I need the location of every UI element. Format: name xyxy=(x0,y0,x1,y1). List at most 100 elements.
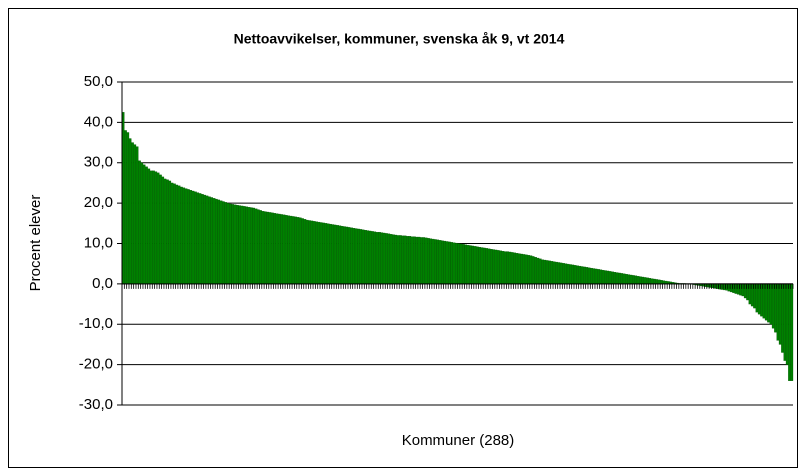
bar xyxy=(769,283,773,325)
bar xyxy=(648,278,652,285)
bar xyxy=(277,213,281,285)
bar xyxy=(378,232,381,285)
bar xyxy=(326,223,330,285)
bar xyxy=(187,189,190,285)
bar xyxy=(790,283,794,381)
bar xyxy=(142,164,146,285)
bar xyxy=(564,263,568,285)
bar xyxy=(499,250,502,285)
bar xyxy=(562,263,565,285)
bar xyxy=(417,236,421,285)
bar xyxy=(778,283,782,345)
bar xyxy=(361,229,365,285)
bar xyxy=(443,240,447,285)
bar xyxy=(399,235,402,285)
bar xyxy=(198,193,202,285)
bar xyxy=(310,220,314,285)
bar xyxy=(413,236,416,285)
bar xyxy=(229,203,232,285)
bar xyxy=(543,259,547,285)
bar xyxy=(303,219,307,285)
bar xyxy=(289,215,293,285)
bar xyxy=(592,268,596,285)
bar xyxy=(657,279,661,285)
bar xyxy=(243,206,246,285)
bar xyxy=(159,174,162,285)
bar xyxy=(238,205,241,285)
bar xyxy=(613,272,617,285)
bar xyxy=(245,206,248,285)
bar xyxy=(166,179,169,285)
bar xyxy=(555,261,558,285)
y-tick-label: 30,0 xyxy=(84,154,113,171)
bar xyxy=(475,246,479,285)
bar xyxy=(534,257,537,285)
bar xyxy=(254,208,258,285)
bar xyxy=(594,268,598,285)
bar xyxy=(485,248,488,285)
bar xyxy=(527,255,530,285)
bar xyxy=(566,263,570,285)
bar xyxy=(231,204,234,285)
bar xyxy=(531,256,535,285)
bar xyxy=(431,238,435,285)
bar xyxy=(643,277,647,285)
bar xyxy=(252,207,255,285)
y-axis-label: Procent elever xyxy=(27,195,44,292)
bar xyxy=(126,132,130,285)
bar xyxy=(145,166,148,285)
bar xyxy=(487,248,491,285)
bar xyxy=(215,198,218,285)
bar xyxy=(520,253,523,285)
bar xyxy=(294,216,297,285)
bar xyxy=(298,217,302,285)
bar xyxy=(368,230,372,285)
bar xyxy=(767,283,770,323)
bar xyxy=(522,254,526,285)
bar xyxy=(396,235,400,285)
bar xyxy=(587,267,591,285)
bar xyxy=(156,172,160,285)
bar xyxy=(655,279,659,285)
bar xyxy=(578,265,582,285)
y-tick-label: 0,0 xyxy=(92,275,113,292)
bar xyxy=(208,196,211,285)
bar xyxy=(305,219,309,285)
bar xyxy=(406,236,409,285)
bar xyxy=(270,212,274,285)
bar xyxy=(473,246,477,285)
bar xyxy=(135,146,139,285)
bar xyxy=(168,180,172,285)
bar xyxy=(329,223,332,285)
bar xyxy=(618,272,621,285)
bar xyxy=(427,238,430,285)
bar xyxy=(291,216,295,285)
bar xyxy=(359,229,363,285)
bar xyxy=(478,246,481,285)
bar xyxy=(224,202,227,285)
bar xyxy=(385,233,388,285)
bar xyxy=(366,230,370,285)
bar xyxy=(222,201,225,285)
bar xyxy=(457,243,460,285)
bar xyxy=(422,237,426,285)
bar xyxy=(152,170,155,285)
bar xyxy=(340,225,344,285)
bar xyxy=(492,249,495,285)
bar xyxy=(324,223,328,285)
bar xyxy=(350,227,353,285)
bar xyxy=(569,264,572,285)
bar xyxy=(322,222,325,285)
bar xyxy=(517,253,521,285)
bar xyxy=(147,168,151,285)
bar xyxy=(394,234,398,285)
bar xyxy=(345,226,349,285)
bar xyxy=(462,244,465,285)
bar xyxy=(503,251,507,285)
bar xyxy=(261,211,265,285)
bar xyxy=(764,283,768,321)
bar xyxy=(336,225,339,285)
bar xyxy=(583,266,586,285)
bar xyxy=(401,235,405,285)
